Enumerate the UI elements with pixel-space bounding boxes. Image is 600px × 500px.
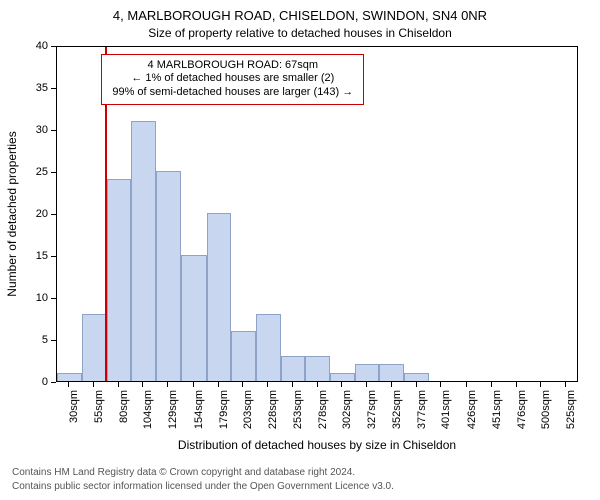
title-line-2: Size of property relative to detached ho…: [0, 26, 600, 40]
histogram-bar: [355, 364, 379, 381]
y-tick-mark: [51, 46, 56, 47]
chart-container: 4, MARLBOROUGH ROAD, CHISELDON, SWINDON,…: [0, 0, 600, 500]
x-tick-mark: [540, 382, 541, 387]
title-line-1: 4, MARLBOROUGH ROAD, CHISELDON, SWINDON,…: [0, 8, 600, 23]
x-axis-label: Distribution of detached houses by size …: [56, 438, 578, 452]
x-tick-mark: [118, 382, 119, 387]
y-tick-mark: [51, 382, 56, 383]
footer-text: Contains HM Land Registry data © Crown c…: [12, 466, 394, 493]
histogram-bar: [131, 121, 156, 381]
y-tick-mark: [51, 214, 56, 215]
x-tick-mark: [267, 382, 268, 387]
histogram-bar: [404, 373, 429, 381]
x-tick-mark: [142, 382, 143, 387]
x-tick-mark: [193, 382, 194, 387]
x-tick-mark: [416, 382, 417, 387]
x-tick-mark: [491, 382, 492, 387]
x-tick-mark: [317, 382, 318, 387]
histogram-bar: [305, 356, 330, 381]
footer-line-1: Contains HM Land Registry data © Crown c…: [12, 466, 394, 480]
annotation-line-2: ← 1% of detached houses are smaller (2): [112, 72, 353, 86]
y-tick-mark: [51, 340, 56, 341]
x-tick-mark: [218, 382, 219, 387]
histogram-bar: [107, 179, 131, 381]
y-tick-mark: [51, 88, 56, 89]
x-tick-mark: [366, 382, 367, 387]
x-tick-mark: [242, 382, 243, 387]
x-tick-mark: [93, 382, 94, 387]
x-tick-mark: [516, 382, 517, 387]
histogram-bar: [231, 331, 256, 381]
histogram-bar: [82, 314, 107, 381]
y-tick-mark: [51, 256, 56, 257]
x-tick-mark: [466, 382, 467, 387]
annotation-line-3: 99% of semi-detached houses are larger (…: [112, 86, 353, 100]
histogram-bar: [57, 373, 82, 381]
x-tick-mark: [391, 382, 392, 387]
histogram-bar: [379, 364, 404, 381]
histogram-bar: [281, 356, 305, 381]
y-axis-label: Number of detached properties: [5, 46, 19, 382]
x-tick-mark: [565, 382, 566, 387]
histogram-bar: [330, 373, 355, 381]
histogram-bar: [207, 213, 231, 381]
footer-line-2: Contains public sector information licen…: [12, 480, 394, 494]
x-tick-mark: [440, 382, 441, 387]
x-tick-mark: [292, 382, 293, 387]
histogram-bar: [181, 255, 206, 381]
y-tick-mark: [51, 130, 56, 131]
histogram-bar: [256, 314, 281, 381]
annotation-box: 4 MARLBOROUGH ROAD: 67sqm ← 1% of detach…: [101, 54, 364, 105]
annotation-line-1: 4 MARLBOROUGH ROAD: 67sqm: [112, 59, 353, 73]
plot-area: 4 MARLBOROUGH ROAD: 67sqm ← 1% of detach…: [56, 46, 578, 382]
y-tick-mark: [51, 298, 56, 299]
x-tick-mark: [341, 382, 342, 387]
x-tick-mark: [167, 382, 168, 387]
x-tick-mark: [68, 382, 69, 387]
y-tick-mark: [51, 172, 56, 173]
histogram-bar: [156, 171, 181, 381]
